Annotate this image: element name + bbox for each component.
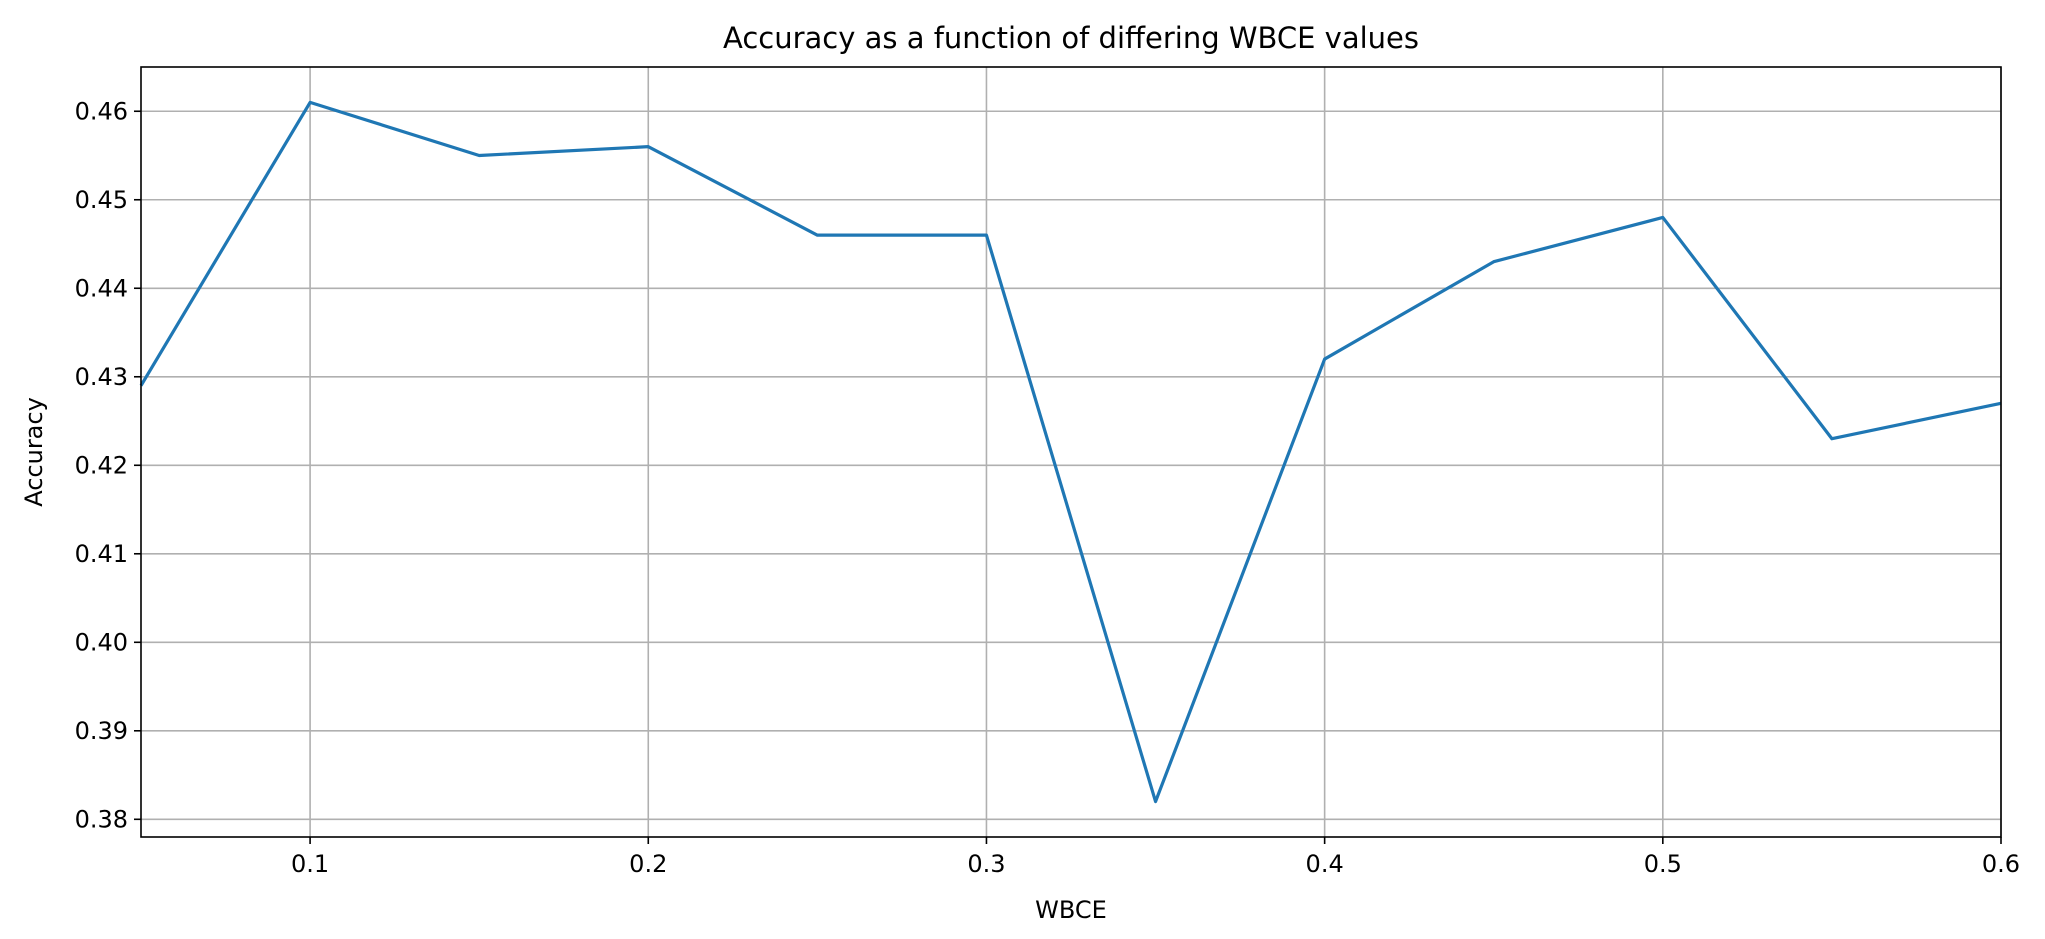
x-tick-label: 0.5 — [1644, 850, 1682, 878]
y-tick-label: 0.43 — [75, 363, 128, 391]
y-tick-label: 0.45 — [75, 186, 128, 214]
x-tick-label: 0.4 — [1306, 850, 1344, 878]
y-tick-label: 0.40 — [75, 628, 128, 656]
axis-ticks: 0.1 0.2 0.3 0.4 0.5 0.6 0.38 0.39 0.40 0.41 0.42 0.… — [75, 97, 2021, 878]
y-tick-label: 0.44 — [75, 274, 128, 302]
series-layer — [139, 100, 2002, 804]
axes-frame — [140, 66, 2002, 838]
x-tick-label: 0.2 — [629, 850, 667, 878]
series-line — [139, 100, 2002, 804]
x-tick-label: 0.3 — [967, 850, 1005, 878]
y-tick-label: 0.42 — [75, 451, 128, 479]
x-tick-label: 0.6 — [1982, 850, 2020, 878]
x-tick-label: 0.1 — [291, 850, 329, 878]
chart-title: Accuracy as a function of differing WBCE… — [723, 21, 1419, 55]
y-tick-label: 0.38 — [75, 805, 128, 833]
y-tick-label: 0.39 — [75, 717, 128, 745]
y-tick-label: 0.41 — [75, 540, 128, 568]
x-axis-label: WBCE — [1035, 896, 1107, 924]
y-axis-label: Accuracy — [20, 397, 48, 507]
y-tick-label: 0.46 — [75, 97, 128, 125]
